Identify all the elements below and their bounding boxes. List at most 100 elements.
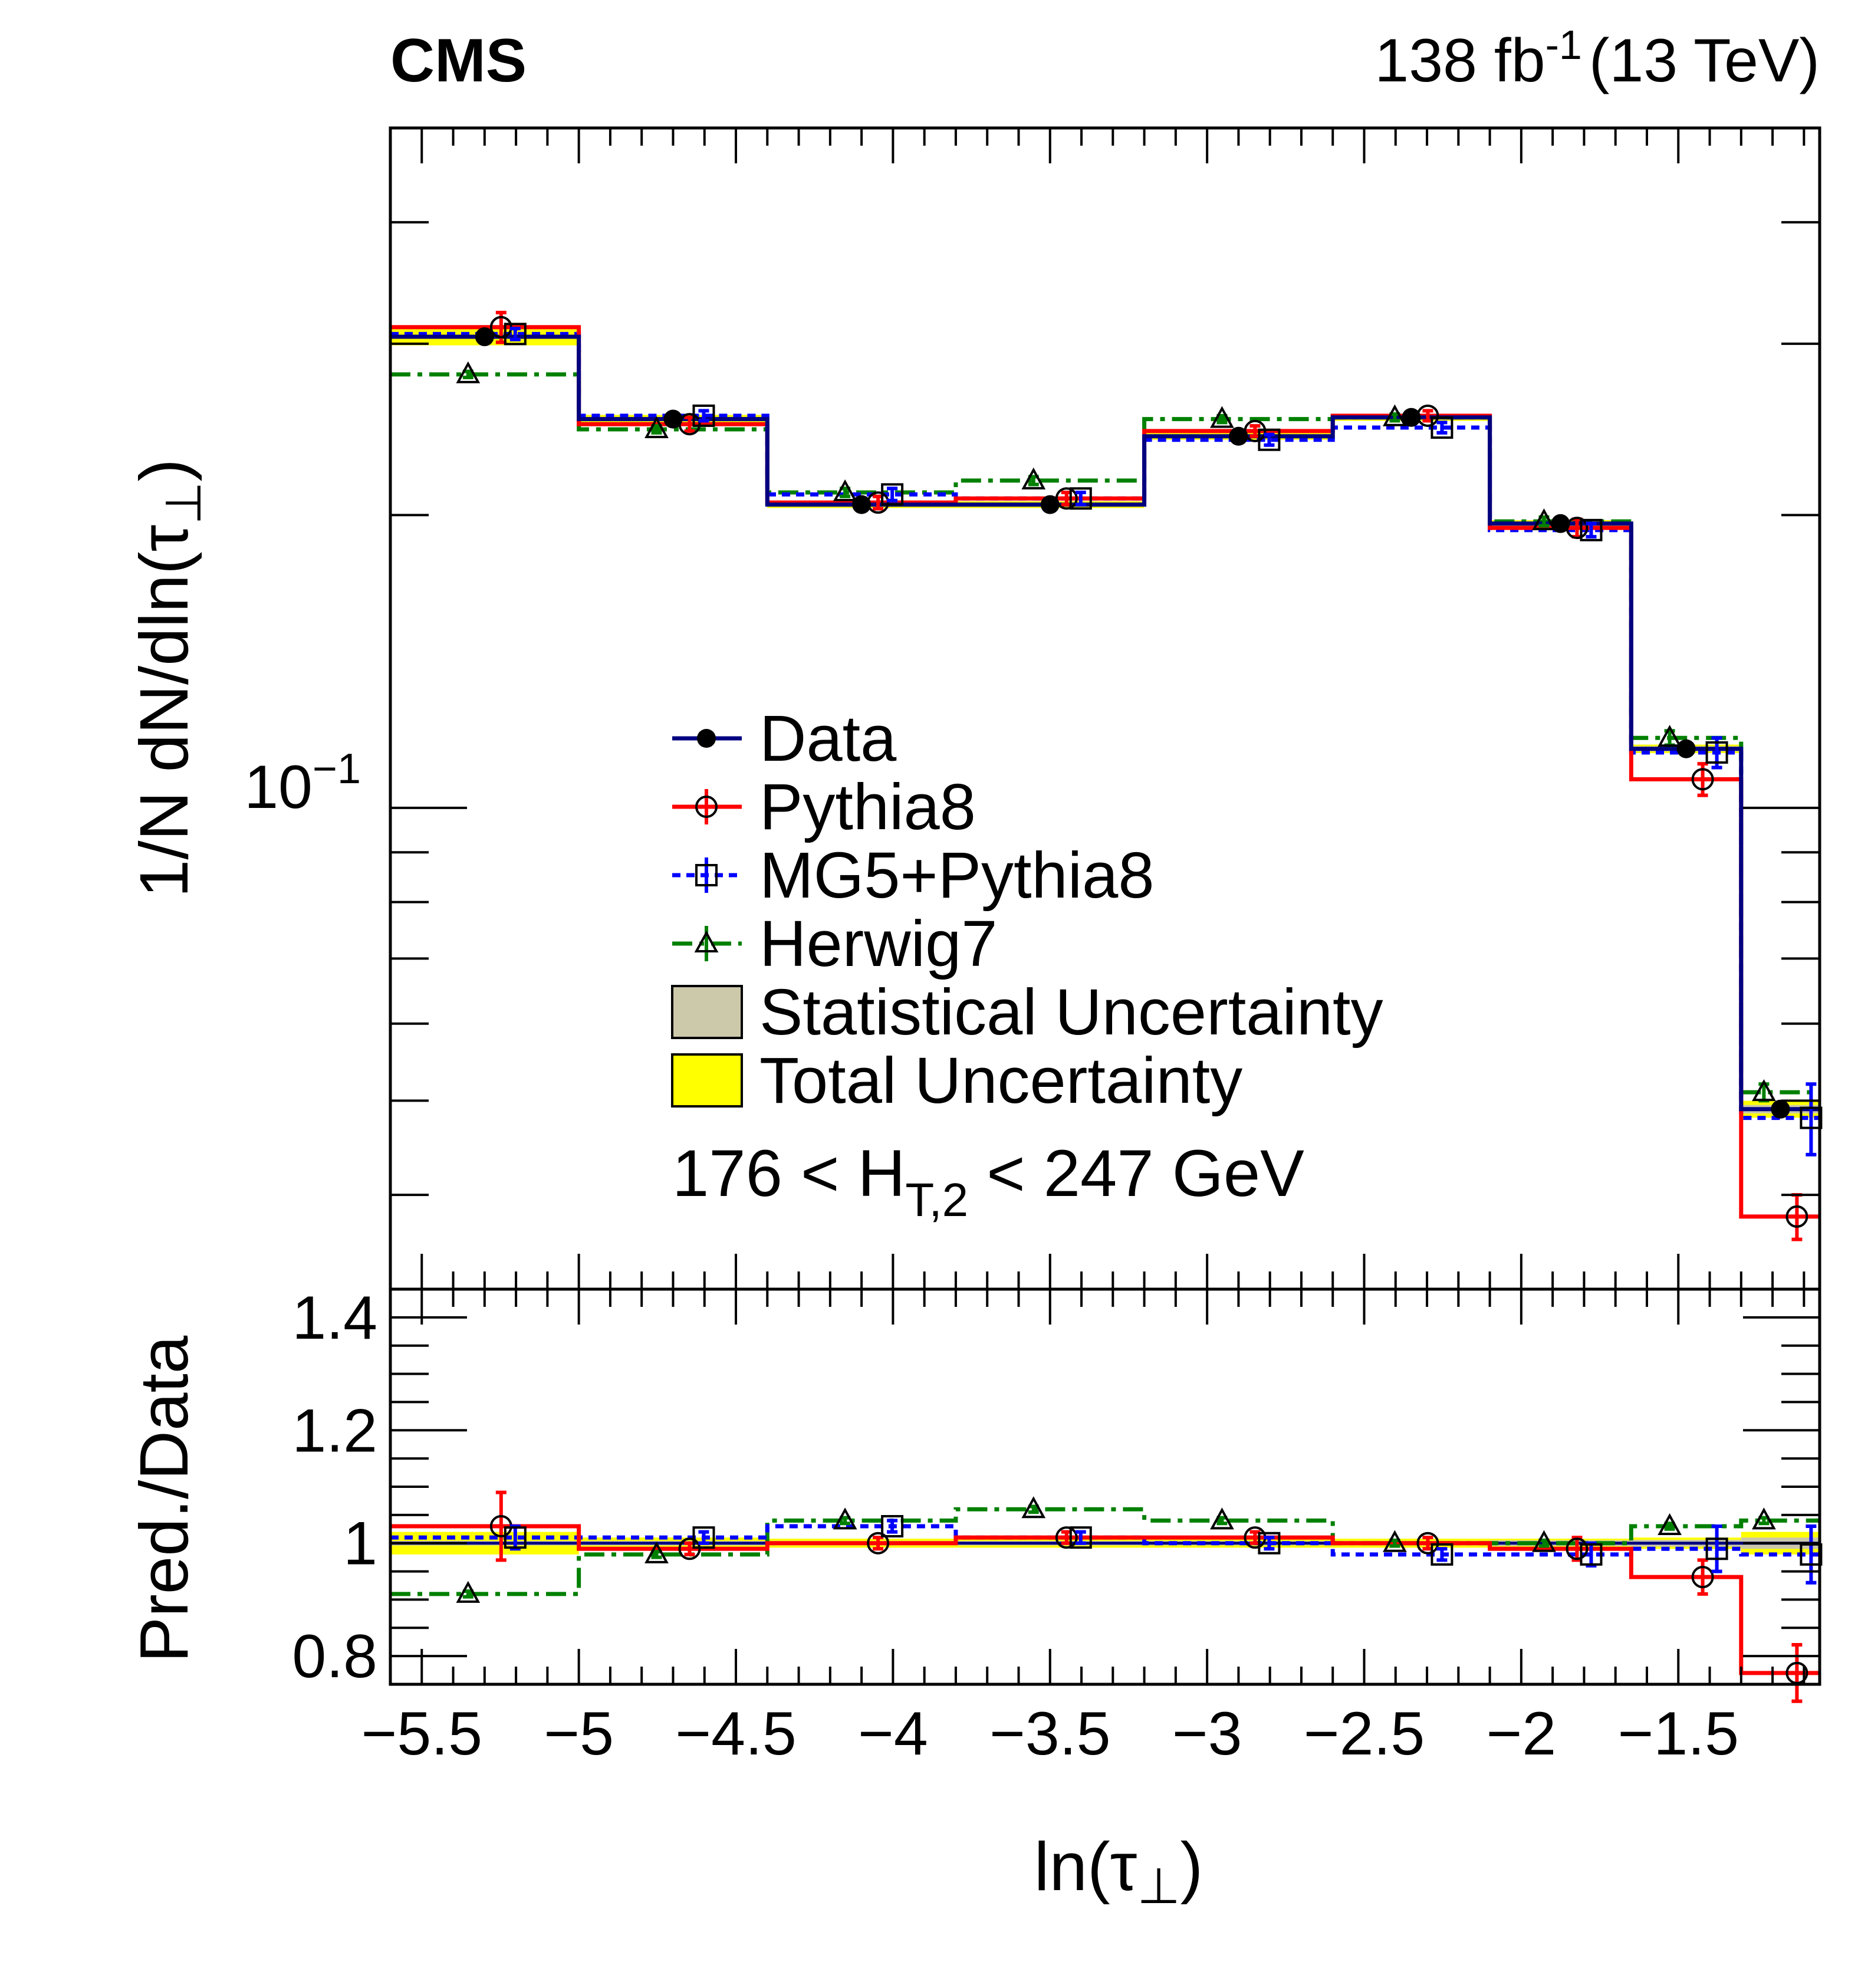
x-axis-title: ln(τ⊥) (1034, 1828, 1203, 1914)
mg5-marker (504, 323, 527, 346)
mg5-ratio-marker (1069, 1526, 1092, 1549)
data-marker (475, 327, 494, 347)
legend-marker-herwig7 (694, 930, 719, 952)
pythia8-marker (1244, 419, 1267, 442)
herwig7-marker (1210, 406, 1234, 428)
herwig7-marker (644, 416, 669, 438)
main-y-tick-label: 10−1 (244, 745, 361, 822)
herwig7-histogram (390, 372, 1820, 1095)
ratio-tick-label: 1.2 (292, 1396, 377, 1465)
legend-swatch-total (671, 1053, 743, 1108)
x-tick-label: −3 (1172, 1700, 1242, 1768)
herwig7-marker (1658, 725, 1682, 747)
herwig7-marker (1021, 467, 1046, 489)
mg5-marker (881, 483, 904, 506)
legend-marker-data (697, 729, 716, 748)
legend-marker-mg5 (695, 864, 718, 886)
pythia8-marker (1055, 487, 1078, 510)
ratio-histograms (390, 1507, 1820, 1675)
pythia8-marker (1416, 404, 1439, 427)
data-marker (1229, 426, 1248, 446)
mg5-marker (692, 404, 715, 427)
x-tick-label: −4 (858, 1700, 928, 1768)
x-tick-label: −2.5 (1304, 1700, 1425, 1768)
pythia8-marker (867, 491, 890, 514)
pythia8-marker (678, 413, 701, 436)
x-tick-label: −5.5 (361, 1700, 482, 1768)
main-axis-ticks (389, 127, 1820, 1289)
herwig7-marker (1383, 404, 1407, 426)
mg5-ratio-marker (1431, 1543, 1453, 1566)
legend-label-pythia8: Pythia8 (759, 771, 976, 843)
pythia8-ratio-marker (1416, 1532, 1439, 1555)
herwig7-ratio-histogram (390, 1507, 1820, 1596)
legend-label-data: Data (759, 702, 897, 775)
x-tick-label: −2 (1487, 1700, 1557, 1768)
herwig7-ratio-marker (1021, 1496, 1046, 1519)
mg5-histogram (390, 331, 1820, 1120)
data-marker (1040, 495, 1060, 514)
herwig7-ratio-marker (1658, 1513, 1682, 1535)
pythia8-ratio-marker (1566, 1537, 1589, 1560)
pythia8-marker (1566, 517, 1589, 540)
mg5-ratio-marker (1705, 1537, 1728, 1560)
ratio-tick-label: 1 (343, 1510, 377, 1578)
legend: DataPythia8MG5+Pythia8Herwig7Statistical… (671, 702, 1383, 1117)
legend-label-total: Total Uncertainty (759, 1044, 1242, 1117)
pythia8-ratio-marker (867, 1532, 890, 1555)
pythia8-ratio-marker (1055, 1526, 1078, 1549)
bin-annotation: 176 < HT,2 < 247 GeV (672, 1136, 1304, 1226)
herwig7-ratio-marker (1210, 1507, 1234, 1530)
mg5-marker (1069, 487, 1092, 510)
ratio-markers (456, 1490, 1823, 1703)
mg5-ratio-histogram (390, 1524, 1820, 1557)
mg5-ratio-marker (1580, 1543, 1603, 1566)
mg5-marker (1431, 416, 1453, 439)
x-tick-label: −4.5 (675, 1700, 796, 1768)
ratio-tick-labels: 0.8 1 1.2 1.4 (292, 1284, 377, 1691)
pythia8-ratio-marker (1691, 1566, 1714, 1589)
herwig7-ratio-marker (1752, 1507, 1776, 1530)
x-tick-label: −1.5 (1618, 1700, 1739, 1768)
pythia8-ratio-marker (678, 1537, 701, 1560)
legend-marker-pythia8 (695, 796, 718, 818)
pythia8-marker (1785, 1205, 1808, 1228)
herwig7-ratio-marker (1532, 1530, 1556, 1552)
main-markers (456, 310, 1823, 1241)
herwig7-marker (833, 479, 857, 501)
experiment-label: CMS (390, 27, 527, 95)
herwig7-marker (1752, 1079, 1776, 1102)
x-tick-label: −3.5 (989, 1700, 1110, 1768)
ratio-pad-frame (389, 1287, 1821, 1686)
herwig7-ratio-marker (456, 1580, 481, 1603)
pythia8-ratio-histogram (390, 1524, 1820, 1675)
mg5-ratio-marker (1258, 1532, 1281, 1555)
legend-label-herwig7: Herwig7 (759, 908, 997, 980)
data-marker (1551, 514, 1570, 533)
mg5-ratio-marker (881, 1515, 904, 1537)
herwig7-ratio-marker (833, 1507, 857, 1530)
data-marker (852, 495, 872, 514)
lumi-label: 138 fb-1 (13 TeV) (1374, 22, 1820, 95)
ratio-tick-label: 0.8 (292, 1622, 377, 1691)
data-marker (1676, 739, 1696, 758)
data-marker (663, 409, 683, 429)
herwig7-ratio-marker (644, 1541, 669, 1563)
data-marker (1771, 1099, 1790, 1119)
herwig7-marker (1532, 508, 1556, 531)
legend-label-stat: Statistical Uncertainty (759, 976, 1383, 1049)
x-tick-labels: −5.5 −5 −4.5 −4 −3.5 −3 −2.5 −2 −1.5 (361, 1700, 1739, 1768)
mg5-marker (1580, 518, 1603, 541)
mg5-marker (1705, 741, 1728, 764)
herwig7-marker (456, 361, 481, 383)
mg5-ratio-marker (692, 1526, 715, 1549)
herwig7-ratio-marker (1383, 1530, 1407, 1552)
mg5-marker (1258, 428, 1281, 451)
legend-swatch-stat (671, 985, 743, 1039)
legend-label-mg5: MG5+Pythia8 (759, 839, 1155, 912)
ratio-tick-label: 1.4 (292, 1284, 377, 1352)
pythia8-marker (1691, 768, 1714, 791)
y-axis-title-main: 1/N dN/dln(τ⊥) (126, 459, 211, 898)
